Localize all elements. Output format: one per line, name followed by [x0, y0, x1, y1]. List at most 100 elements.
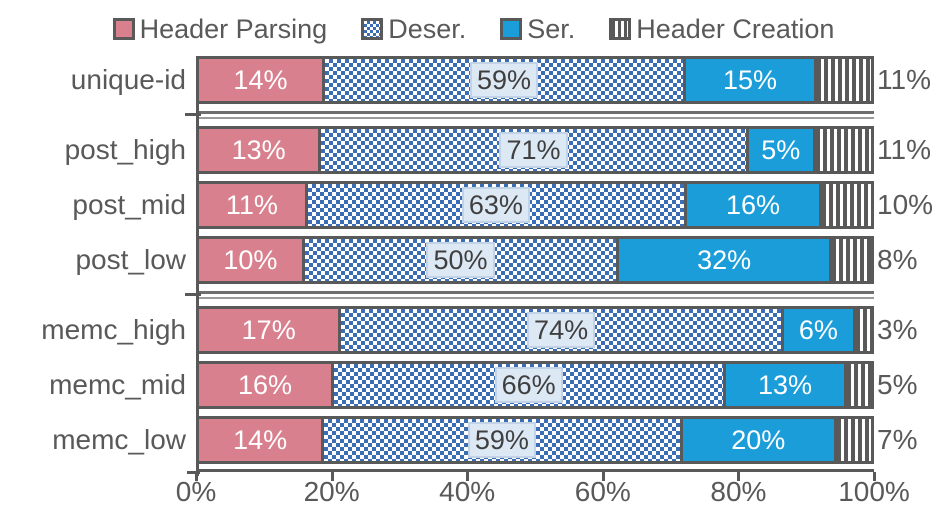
segment-value-label: 16%	[725, 189, 781, 220]
group-separator	[0, 111, 947, 119]
x-axis-line	[195, 469, 876, 481]
legend-label: Header Creation	[636, 13, 835, 44]
x-axis-tick	[873, 472, 876, 481]
category-label: post_high	[64, 134, 186, 165]
segment-value-label: 17%	[241, 314, 296, 345]
segment-2: 20%	[679, 419, 834, 461]
bar-row: memc_low 14% 59% 20% 7%	[0, 416, 947, 464]
segment-2: 16%	[683, 184, 820, 226]
segment-value-label: 10%	[223, 244, 278, 275]
x-axis-tick-label: 40%	[439, 476, 496, 507]
legend-item: Deser.	[361, 14, 466, 45]
segment-3	[843, 364, 871, 406]
bar-row: post_high 13% 71% 5% 11%	[0, 126, 947, 174]
segment-value-label: 20%	[731, 424, 786, 455]
category-label: unique-id	[70, 64, 186, 95]
axis-tick	[185, 113, 201, 116]
x-axis-tick-label: 60%	[574, 476, 631, 507]
x-axis-tick	[466, 472, 470, 481]
segment-3	[829, 239, 872, 281]
y-axis-line	[196, 56, 199, 476]
segment-value-label: 63%	[461, 187, 530, 223]
segment-value-label: 14%	[233, 64, 288, 95]
outside-value-label: 8%	[877, 244, 918, 275]
segment-value-label: 15%	[722, 64, 778, 95]
segment-3	[819, 184, 872, 226]
segment-value-label: 71%	[499, 132, 568, 168]
segment-0: 16%	[199, 364, 331, 406]
stacked-bar: 14% 59% 20%	[196, 416, 874, 464]
outside-value-label: 10%	[877, 189, 934, 220]
group-separator	[0, 291, 947, 299]
segment-2: 5%	[745, 129, 813, 171]
plot-area: unique-id 14% 59% 15% 11% post_high 13% 71%…	[0, 56, 947, 464]
legend-swatch-icon	[609, 18, 632, 40]
group-separator-lines	[185, 111, 874, 119]
segment-1: 50%	[301, 239, 617, 281]
legend: Header Parsing Deser. Ser. Header Creati…	[0, 0, 947, 48]
segment-3	[812, 129, 871, 171]
axis-tick	[185, 293, 201, 296]
segment-2: 15%	[683, 59, 814, 101]
segment-0: 14%	[199, 419, 322, 461]
segment-value-label: 13%	[231, 134, 286, 165]
legend-swatch-icon	[361, 18, 384, 40]
segment-1: 63%	[304, 184, 684, 226]
segment-value-label: 50%	[426, 242, 495, 278]
segment-value-label: 16%	[237, 369, 292, 400]
segment-value-label: 59%	[467, 422, 536, 458]
legend-swatch-icon	[500, 18, 523, 40]
segment-0: 13%	[199, 129, 319, 171]
segment-3	[852, 309, 871, 351]
bar-row: post_low 10% 50% 32% 8%	[0, 236, 947, 284]
outside-value-label: 7%	[877, 424, 918, 455]
segment-1: 74%	[338, 309, 781, 351]
segment-1: 59%	[321, 59, 684, 101]
category-label: memc_low	[52, 424, 186, 455]
stacked-bar: 17% 74% 6%	[196, 306, 874, 354]
stacked-bar: 14% 59% 15%	[196, 56, 874, 104]
segment-value-label: 14%	[233, 424, 288, 455]
stacked-bar: 11% 63% 16%	[196, 181, 874, 229]
segment-value-label: 6%	[798, 314, 838, 345]
outside-value-label: 11%	[877, 64, 931, 95]
segment-2: 32%	[616, 239, 830, 281]
legend-label: Deser.	[388, 13, 467, 44]
bar-row: memc_mid 16% 66% 13% 5%	[0, 361, 947, 409]
legend-label: Header Parsing	[139, 13, 328, 44]
legend-label: Ser.	[527, 13, 576, 44]
outside-value-label: 11%	[877, 134, 931, 165]
segment-0: 17%	[199, 309, 339, 351]
segment-3	[833, 419, 871, 461]
x-axis-tick	[195, 472, 198, 481]
x-axis-tick-label: 100%	[838, 476, 910, 507]
segment-value-label: 66%	[494, 367, 563, 403]
x-axis-tick	[330, 472, 334, 481]
segment-1: 71%	[318, 129, 746, 171]
segment-value-label: 32%	[697, 244, 752, 275]
segment-2: 13%	[723, 364, 844, 406]
segment-value-label: 5%	[761, 134, 801, 165]
category-label: post_mid	[72, 189, 186, 220]
segment-value-label: 59%	[469, 62, 539, 98]
x-axis-tick-label: 0%	[175, 476, 217, 507]
outside-value-label: 3%	[877, 314, 918, 345]
legend-item: Header Parsing	[112, 13, 328, 45]
group-separator-lines	[185, 291, 874, 299]
legend-swatch-icon	[112, 18, 135, 40]
x-axis-labels: 0% 20% 40% 60% 80% 100%	[176, 476, 910, 510]
segment-1: 59%	[321, 419, 680, 461]
x-axis-tick-label: 20%	[303, 476, 360, 507]
segment-1: 66%	[330, 364, 724, 406]
segment-0: 11%	[199, 184, 305, 226]
segment-value-label: 13%	[757, 369, 812, 400]
segment-value-label: 11%	[225, 189, 278, 220]
y-axis-foot-tick	[187, 471, 200, 474]
outside-value-label: 5%	[877, 369, 918, 400]
segment-2: 6%	[780, 309, 853, 351]
legend-item: Ser.	[500, 14, 575, 45]
bar-row: post_mid 11% 63% 16% 10%	[0, 181, 947, 229]
x-axis-tick	[601, 472, 605, 481]
category-label: memc_mid	[49, 369, 186, 400]
